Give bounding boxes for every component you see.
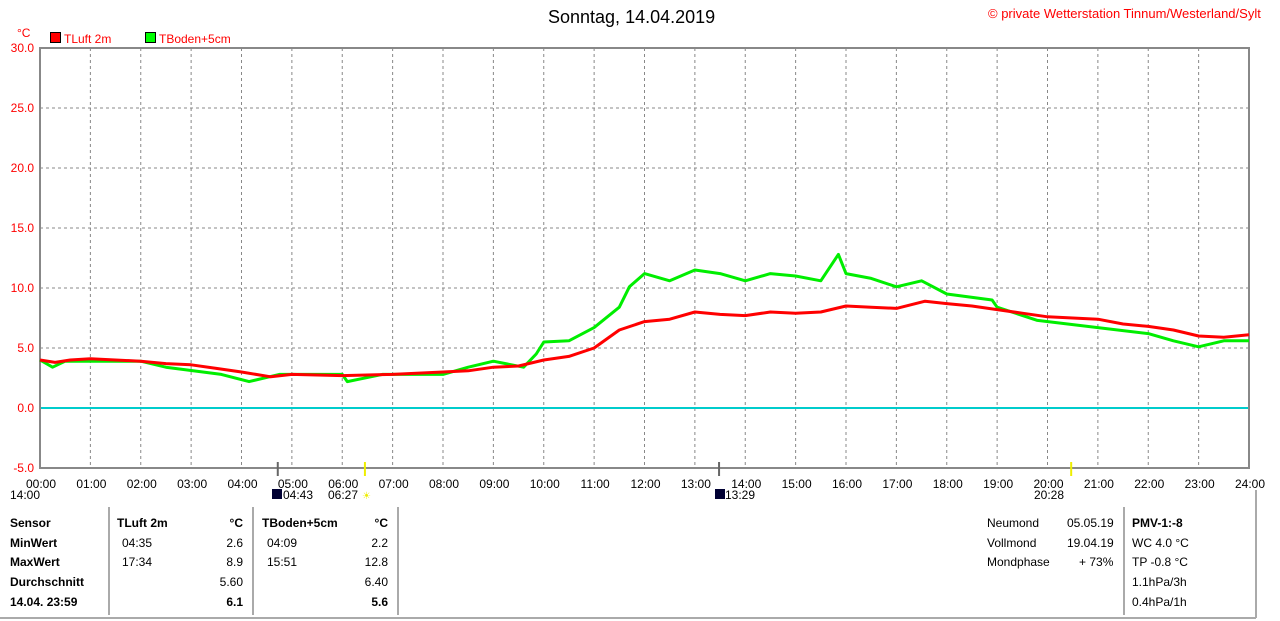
y-tick-label: -5.0 (13, 461, 34, 475)
x-tick-label: 13:00 (681, 477, 711, 491)
x-tick-label: 06:00 (328, 477, 358, 491)
min-value: 2.2 (371, 536, 388, 550)
sun-icon: ☀ (362, 491, 371, 502)
legend-tluft: TLuft 2m (50, 32, 111, 46)
max-value: 8.9 (226, 555, 243, 569)
current-value: 6.1 (226, 595, 243, 609)
max-value: 12.8 (364, 555, 388, 569)
y-tick-label: 25.0 (11, 101, 35, 115)
y-tick-label: 5.0 (17, 341, 34, 355)
max-time: 17:34 (122, 555, 153, 569)
sunset-time: 20:28 (1034, 488, 1065, 502)
plot-frame (39, 47, 1250, 469)
series-line-tluft-2m (39, 299, 1250, 379)
neumond-label: Neumond (987, 516, 1040, 530)
moonset-time: 14:00 (10, 488, 41, 502)
pressure-1h: 0.4hPa/1h (1132, 595, 1187, 609)
x-tick-label: 18:00 (933, 477, 963, 491)
moonrise-time: 04:43 (283, 488, 314, 502)
x-tick-label: 10:00 (530, 477, 560, 491)
x-tick-label: 22:00 (1134, 477, 1164, 491)
x-tick-label: 24:00 (1235, 477, 1265, 491)
legend-swatch-red (50, 32, 61, 43)
x-tick-label: 19:00 (983, 477, 1013, 491)
divider (1123, 507, 1125, 615)
x-tick-label: 21:00 (1084, 477, 1114, 491)
sensor-name: TBoden+5cm (262, 516, 338, 530)
min-value: 2.6 (226, 536, 243, 550)
stats-row-label: Durchschnitt (10, 575, 85, 589)
x-tick-label: 05:00 (278, 477, 308, 491)
divider (108, 507, 110, 615)
vollmond-value: 19.04.19 (1067, 536, 1114, 550)
avg-value: 6.40 (364, 575, 388, 589)
x-tick-label: 07:00 (379, 477, 409, 491)
y-tick-label: 0.0 (17, 401, 34, 415)
min-time: 04:09 (267, 536, 298, 550)
y-unit: °C (17, 26, 31, 40)
x-tick-label: 20:00 (1033, 477, 1063, 491)
mondphase-value: + 73% (1079, 555, 1114, 569)
stats-row-label: MinWert (10, 536, 58, 550)
x-tick-label: 14:00 (731, 477, 761, 491)
pmv-value: PMV-1:-8 (1132, 516, 1183, 530)
stats-row-label: 14.04. 23:59 (10, 595, 78, 609)
mondphase-label: Mondphase (987, 555, 1050, 569)
stats-row-label: Sensor (10, 516, 51, 530)
divider (397, 507, 399, 615)
avg-value: 5.60 (219, 575, 243, 589)
x-tick-label: 09:00 (479, 477, 509, 491)
divider (252, 507, 254, 615)
x-tick-label: 01:00 (76, 477, 106, 491)
page-title: Sonntag, 14.04.2019 (548, 7, 716, 27)
x-tick-label: 04:00 (227, 477, 257, 491)
x-tick-label: 23:00 (1185, 477, 1215, 491)
x-tick-label: 11:00 (581, 477, 610, 491)
max-time: 15:51 (267, 555, 298, 569)
noon-icon (715, 489, 725, 499)
y-tick-label: 15.0 (11, 221, 35, 235)
x-tick-label: 17:00 (882, 477, 912, 491)
y-tick-label: 20.0 (11, 161, 35, 175)
pressure-3h: 1.1hPa/3h (1132, 575, 1187, 589)
vollmond-label: Vollmond (987, 536, 1037, 550)
legend-label: TLuft 2m (64, 32, 112, 46)
sensor-name: TLuft 2m (117, 516, 168, 530)
y-tick-label: 30.0 (11, 41, 35, 55)
sensor-unit: °C (374, 516, 388, 530)
x-tick-label: 02:00 (127, 477, 157, 491)
x-tick-label: 00:00 (26, 477, 56, 491)
y-tick-label: 10.0 (11, 281, 35, 295)
x-tick-label: 16:00 (832, 477, 862, 491)
moon-icon (272, 489, 282, 499)
noon-time: 13:29 (725, 488, 756, 502)
x-tick-label: 12:00 (630, 477, 660, 491)
legend-swatch-green (145, 32, 156, 43)
divider (1255, 490, 1257, 618)
sunrise-time: 06:27 (328, 488, 359, 502)
stats-row-label: MaxWert (10, 555, 60, 569)
current-value: 5.6 (371, 595, 388, 609)
x-tick-label: 03:00 (177, 477, 207, 491)
x-tick-label: 08:00 (429, 477, 459, 491)
legend-tboden: TBoden+5cm (145, 32, 231, 46)
legend-label: TBoden+5cm (159, 32, 231, 46)
copyright: © private Wetterstation Tinnum/Westerlan… (988, 6, 1261, 21)
divider (0, 617, 1256, 619)
windchill-value: WC 4.0 °C (1132, 536, 1189, 550)
neumond-value: 05.05.19 (1067, 516, 1114, 530)
min-time: 04:35 (122, 536, 153, 550)
dewpoint-value: TP -0.8 °C (1132, 555, 1188, 569)
x-tick-label: 15:00 (782, 477, 812, 491)
sensor-unit: °C (229, 516, 243, 530)
